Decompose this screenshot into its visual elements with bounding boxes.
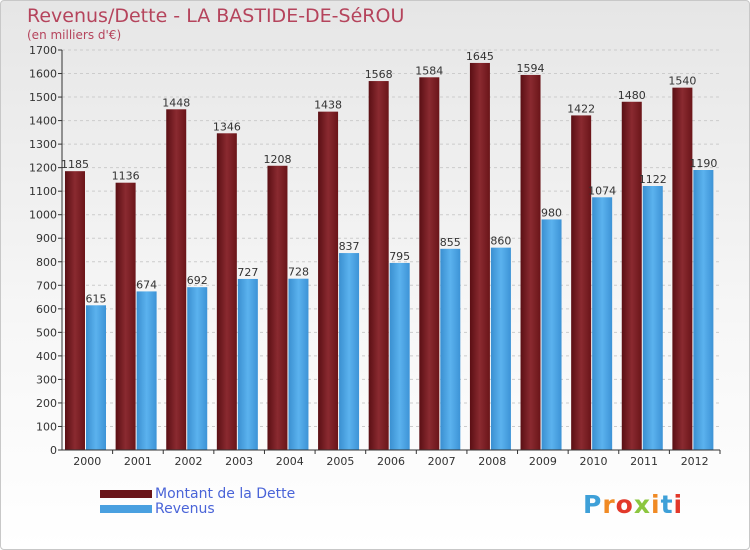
bar-debt	[520, 74, 541, 451]
legend-label-revenue: Revenus	[155, 501, 215, 517]
chart-title: Revenus/Dette - LA BASTIDE-DE-SéROU	[27, 5, 405, 27]
bar-revenue	[693, 170, 714, 450]
bar-debt	[115, 182, 136, 451]
data-label-debt: 1208	[263, 153, 291, 166]
bar-revenue	[490, 247, 511, 450]
y-tick-label: 1200	[29, 162, 57, 175]
y-tick-label: 500	[36, 326, 57, 339]
data-label-debt: 1185	[61, 158, 89, 171]
x-tick-label: 2009	[529, 455, 557, 468]
y-tick-label: 0	[50, 444, 57, 457]
y-tick-label: 600	[36, 303, 57, 316]
y-tick-label: 900	[36, 232, 57, 245]
data-label-debt: 1422	[567, 102, 595, 115]
bar-revenue	[136, 291, 157, 450]
x-tick-label: 2010	[579, 455, 607, 468]
data-label-revenue: 674	[136, 278, 157, 291]
data-label-revenue: 615	[86, 292, 107, 305]
data-label-debt: 1645	[466, 50, 494, 63]
y-tick-label: 1700	[29, 44, 57, 57]
bar-revenue	[389, 262, 410, 450]
data-label-debt: 1568	[365, 68, 393, 81]
bar-debt	[166, 109, 187, 450]
bar-revenue	[440, 248, 461, 450]
x-tick-label: 2006	[377, 455, 405, 468]
data-label-debt: 1448	[162, 96, 190, 109]
bar-debt	[216, 133, 237, 450]
bar-revenue	[642, 186, 663, 450]
data-label-revenue: 980	[541, 206, 562, 219]
x-tick-label: 2004	[276, 455, 304, 468]
data-label-debt: 1540	[668, 75, 696, 88]
bar-debt	[318, 111, 339, 450]
y-tick-label: 100	[36, 420, 57, 433]
data-label-debt: 1584	[415, 64, 443, 77]
bar-debt	[419, 77, 440, 450]
data-label-revenue: 837	[339, 240, 360, 253]
bar-debt	[621, 101, 642, 450]
y-tick-label: 1000	[29, 209, 57, 222]
x-tick-label: 2002	[175, 455, 203, 468]
bar-revenue	[86, 305, 106, 450]
x-tick-label: 2011	[630, 455, 658, 468]
x-tick-label: 2000	[73, 455, 101, 468]
bar-revenue	[592, 197, 613, 450]
x-tick-label: 2012	[681, 455, 709, 468]
y-tick-label: 400	[36, 350, 57, 363]
bar-debt	[571, 115, 592, 450]
bar-debt	[368, 81, 389, 450]
bar-revenue	[187, 287, 208, 450]
y-tick-label: 1500	[29, 91, 57, 104]
y-tick-label: 1300	[29, 138, 57, 151]
legend-swatch-debt	[100, 490, 152, 498]
y-tick-label: 1100	[29, 185, 57, 198]
data-label-revenue: 1074	[588, 184, 616, 197]
y-tick-label: 1600	[29, 68, 57, 81]
y-tick-label: 300	[36, 373, 57, 386]
legend-label-debt: Montant de la Dette	[155, 486, 296, 502]
y-tick-label: 200	[36, 397, 57, 410]
bar-revenue	[339, 253, 360, 450]
data-label-debt: 1136	[112, 170, 140, 183]
bar-revenue	[237, 278, 258, 450]
bar-debt	[672, 87, 693, 450]
data-label-revenue: 1190	[689, 157, 717, 170]
proxiti-logo: Proxiti	[583, 490, 684, 519]
data-label-debt: 1438	[314, 99, 342, 112]
data-label-debt: 1480	[618, 89, 646, 102]
x-tick-label: 2007	[428, 455, 456, 468]
bar-debt	[65, 171, 85, 451]
x-tick-label: 2003	[225, 455, 253, 468]
data-label-revenue: 860	[490, 235, 511, 248]
data-label-debt: 1594	[517, 62, 545, 75]
data-label-revenue: 728	[288, 266, 309, 279]
data-label-revenue: 692	[187, 274, 208, 287]
data-label-revenue: 855	[440, 236, 461, 249]
data-label-debt: 1346	[213, 120, 241, 133]
bar-debt	[267, 165, 288, 450]
x-tick-label: 2008	[478, 455, 506, 468]
data-label-revenue: 1122	[639, 173, 667, 186]
x-tick-label: 2001	[124, 455, 152, 468]
y-tick-label: 1400	[29, 115, 57, 128]
data-label-revenue: 795	[389, 250, 410, 263]
chart-subtitle: (en milliers d'€)	[27, 28, 122, 42]
y-tick-label: 700	[36, 279, 57, 292]
legend-swatch-revenue	[100, 505, 152, 513]
y-tick-label: 800	[36, 256, 57, 269]
data-label-revenue: 727	[237, 266, 258, 279]
bar-debt	[469, 62, 490, 451]
bar-revenue	[541, 219, 562, 450]
x-tick-label: 2005	[326, 455, 354, 468]
bar-revenue	[288, 278, 309, 450]
